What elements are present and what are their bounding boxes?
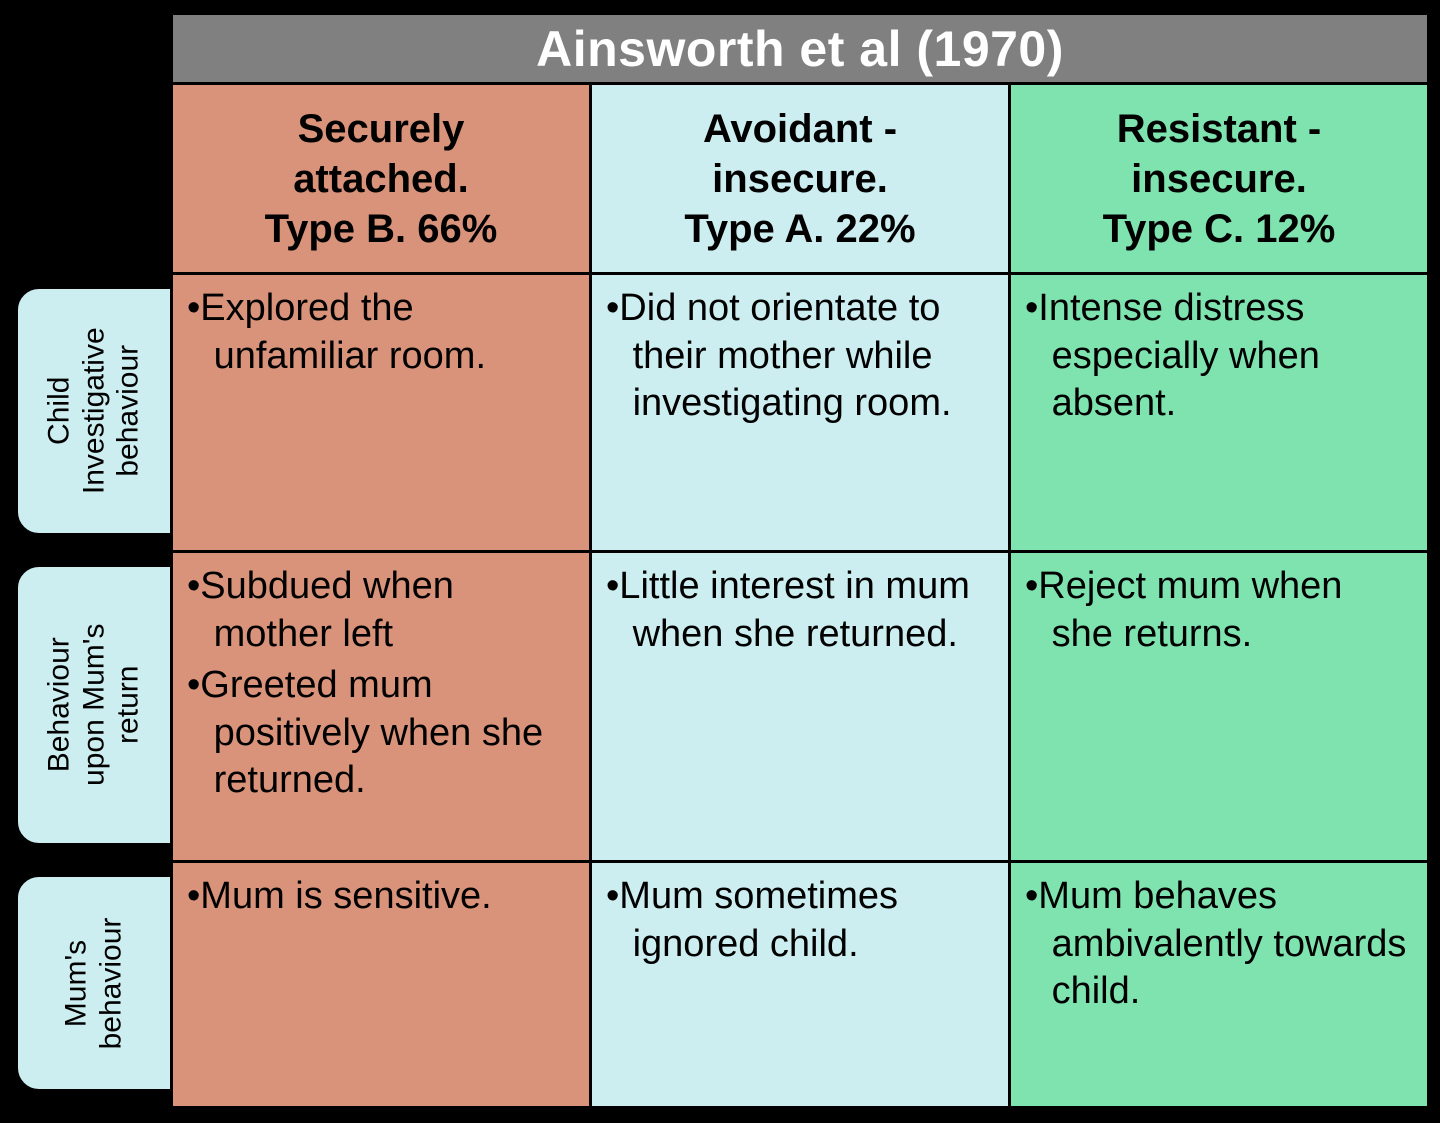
bullet-text: •Mum behaves ambivalently towards child.: [1025, 873, 1413, 1016]
column-header-text: Securely: [298, 107, 465, 151]
column-header-secure: Securely attached. Type B. 66%: [172, 84, 591, 274]
diagram-stage: Child Investigative behaviour Behaviour …: [0, 0, 1440, 1123]
column-header-text: Resistant -: [1117, 107, 1322, 151]
table-cell: •Little interest in mum when she returne…: [591, 552, 1010, 862]
table-title: Ainsworth et al (1970): [172, 14, 1429, 84]
bullet-text: •Reject mum when she returns.: [1025, 563, 1413, 658]
row-tab-label: return: [111, 666, 144, 744]
table-cell: •Did not orientate to their mother while…: [591, 274, 1010, 552]
table-cell: •Explored the unfamiliar room.: [172, 274, 591, 552]
bullet-text: •Explored the unfamiliar room.: [187, 285, 575, 380]
column-header-text: Avoidant -: [703, 107, 897, 151]
bullet-text: •Mum sometimes ignored child.: [606, 873, 994, 968]
bullet-text: •Mum is sensitive.: [187, 873, 575, 921]
table-cell: •Mum sometimes ignored child.: [591, 862, 1010, 1108]
bullet-text: •Little interest in mum when she returne…: [606, 563, 994, 658]
row-tab-label: Investigative: [77, 328, 110, 495]
column-header-text: Type A. 22%: [684, 207, 915, 251]
column-header-text: insecure.: [1131, 157, 1307, 201]
bullet-text: •Did not orientate to their mother while…: [606, 285, 994, 428]
row-tab-label: behaviour: [111, 345, 144, 477]
row-tab-label: Mum's: [59, 939, 92, 1026]
column-header-text: attached.: [293, 157, 469, 201]
table-row: •Explored the unfamiliar room. •Did not …: [172, 274, 1429, 552]
table-cell: •Intense distress especially when absent…: [1010, 274, 1429, 552]
row-tab-mums-behaviour: Mum's behaviour: [15, 874, 173, 1092]
table-cell: •Mum behaves ambivalently towards child.: [1010, 862, 1429, 1108]
bullet-text: •Subdued when mother left: [187, 563, 575, 658]
column-header-text: Type B. 66%: [265, 207, 498, 251]
attachment-table: Ainsworth et al (1970) Securely attached…: [170, 12, 1430, 1109]
bullet-text: •Intense distress especially when absent…: [1025, 285, 1413, 428]
bullet-text: •Greeted mum positively when she returne…: [187, 662, 575, 805]
table-title-text: Ainsworth et al (1970): [536, 21, 1064, 77]
row-tab-label: Behaviour: [42, 637, 75, 772]
row-tab-mums-return: Behaviour upon Mum's return: [15, 564, 173, 846]
row-tab-label: Child: [42, 377, 75, 445]
table-cell: •Mum is sensitive.: [172, 862, 591, 1108]
row-tab-label: upon Mum's: [77, 624, 110, 786]
column-header-text: insecure.: [712, 157, 888, 201]
table-cell: •Reject mum when she returns.: [1010, 552, 1429, 862]
table-row: •Mum is sensitive. •Mum sometimes ignore…: [172, 862, 1429, 1108]
row-tab-child-investigative: Child Investigative behaviour: [15, 286, 173, 536]
row-tab-label: behaviour: [94, 917, 127, 1049]
table-cell: •Subdued when mother left•Greeted mum po…: [172, 552, 591, 862]
column-header-avoidant: Avoidant - insecure. Type A. 22%: [591, 84, 1010, 274]
column-header-resistant: Resistant - insecure. Type C. 12%: [1010, 84, 1429, 274]
table-row: •Subdued when mother left•Greeted mum po…: [172, 552, 1429, 862]
column-header-text: Type C. 12%: [1103, 207, 1336, 251]
